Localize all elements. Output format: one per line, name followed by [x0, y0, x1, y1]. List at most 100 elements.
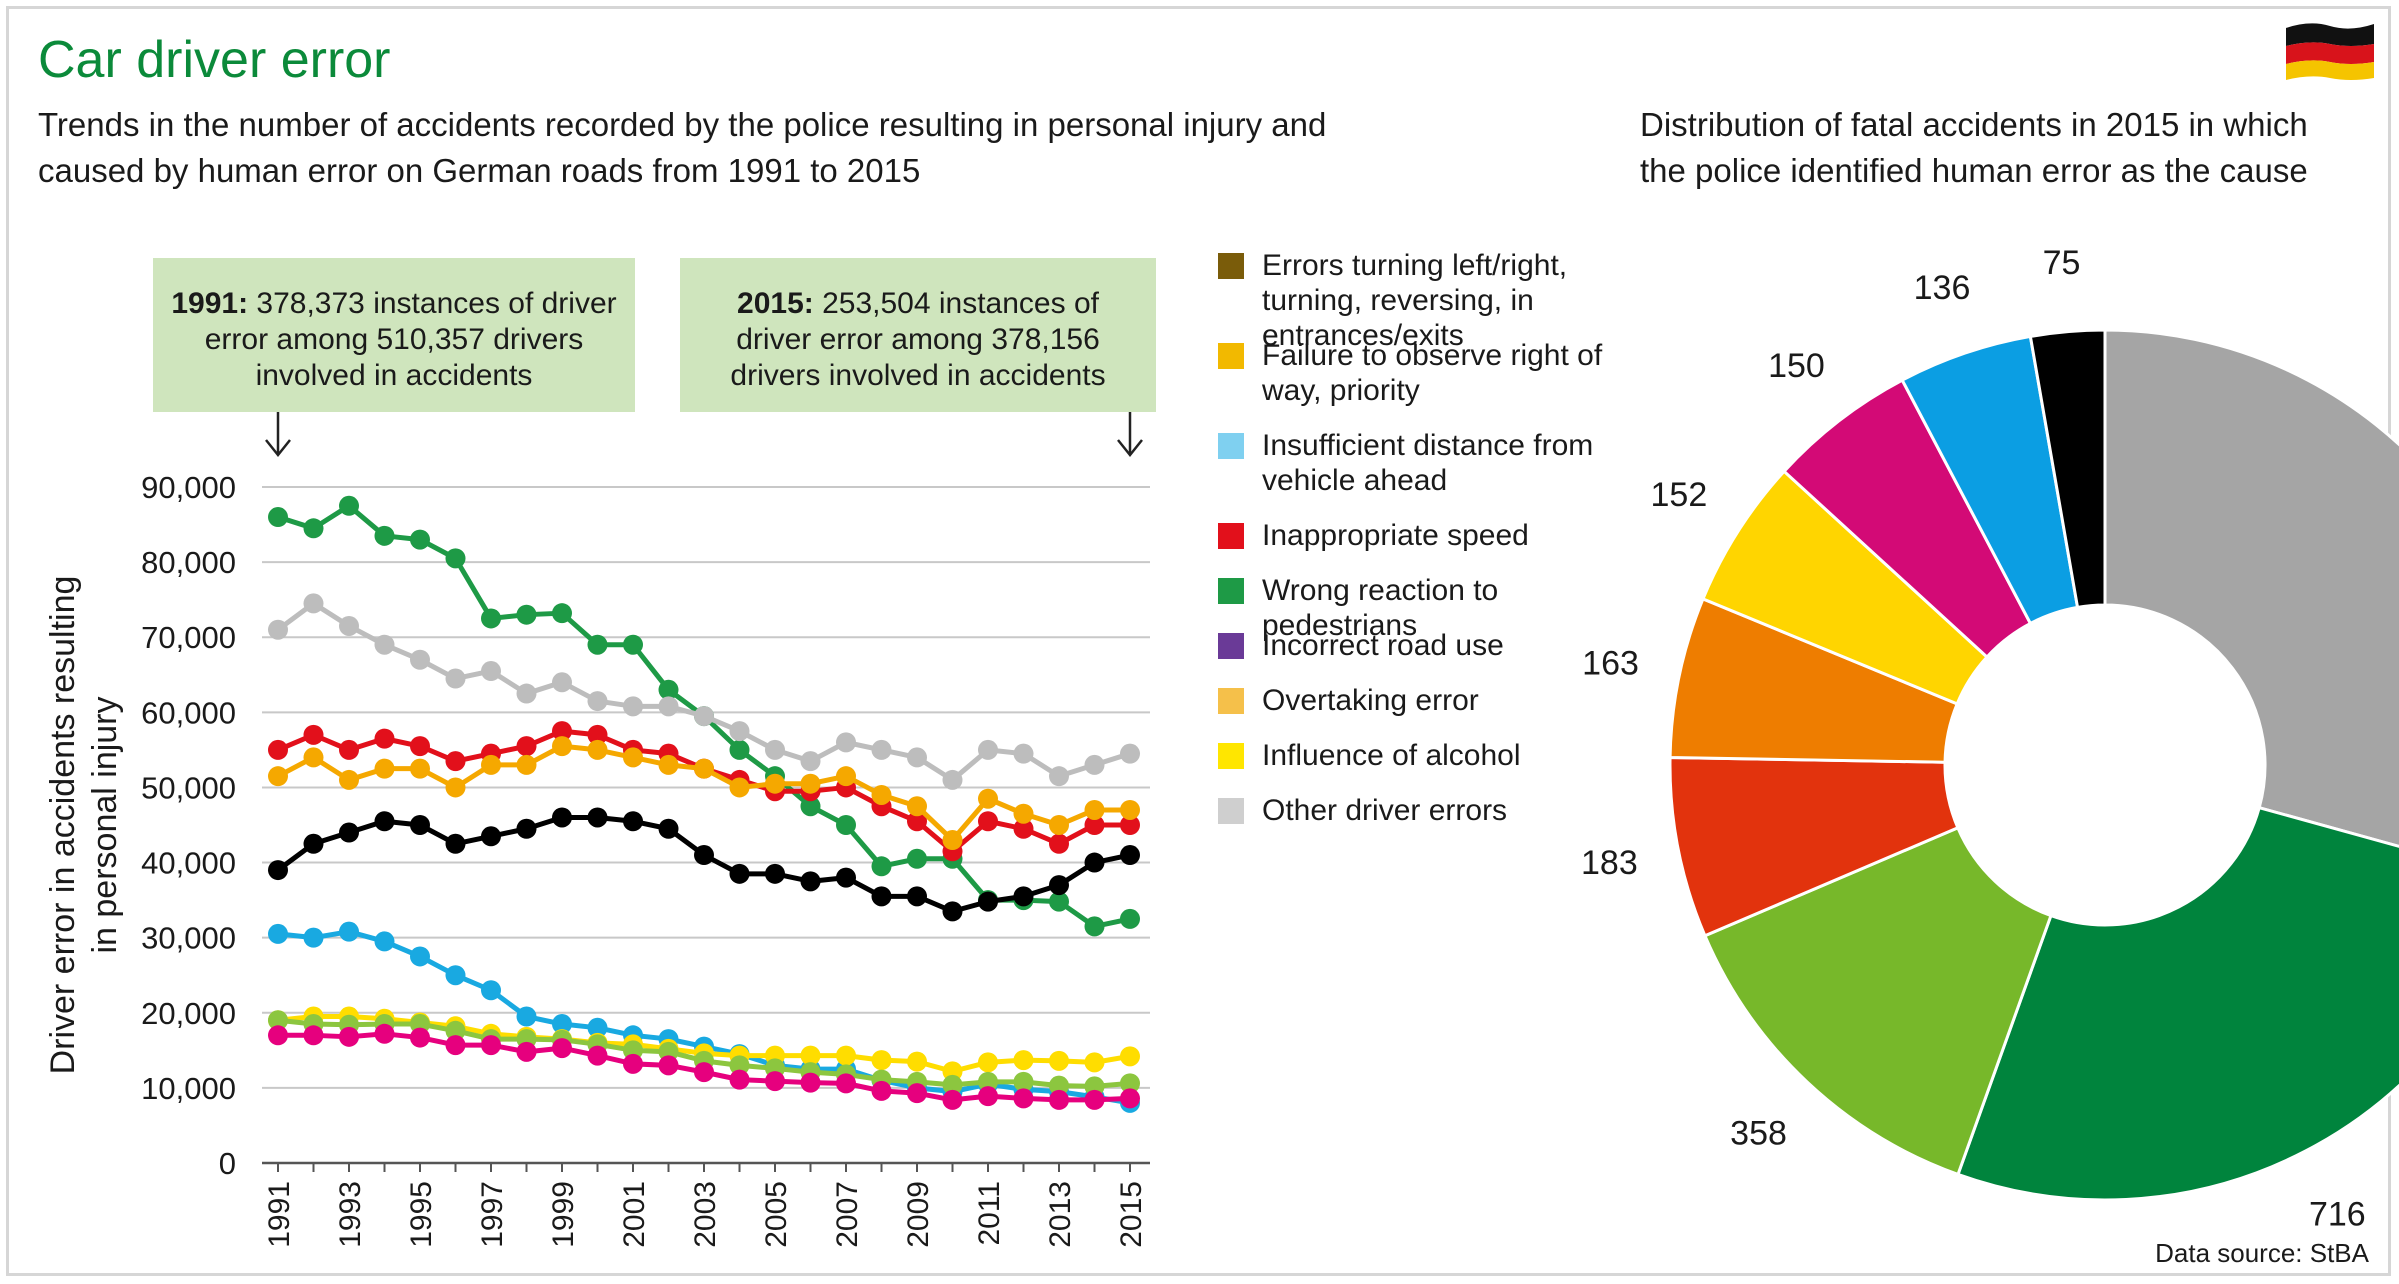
- data-point: [658, 754, 679, 775]
- data-point: [374, 758, 395, 779]
- data-point: [765, 1071, 785, 1092]
- data-point: [729, 1055, 750, 1076]
- data-point: [410, 736, 430, 757]
- data-point: [658, 818, 679, 839]
- data-point: [765, 773, 785, 794]
- data-point: [552, 672, 572, 693]
- data-point: [303, 724, 324, 745]
- y-tick-label: 10,000: [141, 1071, 236, 1106]
- data-point: [1049, 875, 1069, 896]
- data-point: [942, 769, 963, 790]
- legend-item: Insufficient distance from vehicle ahead: [1218, 428, 1638, 498]
- data-point: [374, 931, 395, 952]
- data-point: [907, 1051, 927, 1072]
- data-point: [1013, 1088, 1034, 1109]
- data-point: [339, 739, 359, 760]
- data-point: [623, 747, 643, 768]
- data-point: [481, 608, 501, 629]
- series-other-driver-errors: [268, 593, 1140, 790]
- data-point: [729, 721, 750, 742]
- data-point: [587, 1017, 608, 1038]
- data-point: [1120, 845, 1140, 866]
- y-tick-label: 30,000: [141, 921, 236, 956]
- data-point: [1120, 1088, 1140, 1109]
- data-point: [268, 860, 288, 881]
- data-point: [800, 796, 821, 817]
- data-point: [694, 1062, 714, 1083]
- data-point: [410, 815, 430, 835]
- data-point: [516, 1041, 537, 1062]
- data-point: [1120, 908, 1140, 929]
- data-point: [445, 1020, 466, 1041]
- legend-item: Errors turning left/right, turning, reve…: [1218, 248, 1638, 353]
- data-point: [800, 871, 821, 892]
- data-point: [836, 1045, 856, 1066]
- legend-item: Overtaking error: [1218, 683, 1638, 718]
- data-point: [871, 739, 892, 760]
- data-point: [268, 739, 288, 760]
- data-point: [481, 661, 501, 682]
- legend-item: Failure to observe right of way, priorit…: [1218, 338, 1638, 408]
- legend-swatch: [1218, 578, 1244, 604]
- donut-slice-label: 152: [1651, 476, 1708, 514]
- data-point: [339, 822, 359, 843]
- arrow-1991-icon: [265, 412, 291, 458]
- legend-label: Errors turning left/right, turning, reve…: [1262, 249, 1568, 352]
- x-tick-label: 1997: [476, 1181, 509, 1248]
- x-tick-label: 1999: [547, 1181, 580, 1248]
- data-point: [268, 507, 288, 528]
- legend-swatch: [1218, 798, 1244, 824]
- data-point: [871, 784, 892, 805]
- data-point: [374, 728, 395, 749]
- data-point: [800, 773, 821, 794]
- legend-item: Incorrect road use: [1218, 628, 1638, 663]
- data-point: [339, 769, 359, 790]
- x-tick-label: 2007: [831, 1181, 864, 1248]
- legend-label: Insufficient distance from vehicle ahead: [1262, 429, 1594, 497]
- data-point: [410, 649, 430, 670]
- donut-slice-label: 150: [1768, 347, 1825, 385]
- data-point: [871, 1050, 892, 1071]
- data-point: [1013, 743, 1034, 764]
- donut-slice-label: 136: [1914, 269, 1971, 307]
- chart-subtitle: Trends in the number of accidents record…: [38, 106, 1327, 189]
- data-point: [268, 619, 288, 640]
- legend-item: Influence of alcohol: [1218, 738, 1638, 773]
- y-axis-label-line: Driver error in accidents resulting: [44, 576, 82, 1075]
- data-point: [445, 965, 466, 986]
- data-point: [303, 518, 324, 539]
- data-point: [694, 845, 714, 866]
- data-point: [303, 833, 324, 854]
- data-point: [552, 603, 572, 624]
- data-point: [516, 604, 537, 625]
- donut-slice-label: 358: [1730, 1114, 1787, 1152]
- data-point: [374, 811, 395, 832]
- data-point: [516, 1006, 537, 1027]
- data-point: [552, 721, 572, 742]
- data-point: [836, 1073, 856, 1094]
- legend-item: Inappropriate speed: [1218, 518, 1638, 553]
- x-tick-label: 2009: [902, 1181, 935, 1248]
- data-point: [978, 739, 998, 760]
- data-point: [978, 1052, 998, 1073]
- data-point: [907, 848, 927, 869]
- data-point: [303, 593, 324, 614]
- data-point: [339, 1026, 359, 1047]
- y-tick-label: 90,000: [141, 470, 236, 505]
- x-tick-label: 2003: [689, 1181, 722, 1248]
- data-point: [552, 1014, 572, 1035]
- legend-label: Incorrect road use: [1262, 629, 1504, 662]
- data-point: [1013, 818, 1034, 839]
- y-tick-label: 20,000: [141, 996, 236, 1031]
- data-point: [978, 1071, 998, 1092]
- data-point: [1049, 766, 1069, 787]
- data-point: [339, 615, 359, 636]
- series-incorrect-road-use: [268, 1023, 1140, 1110]
- data-point: [942, 1089, 963, 1110]
- data-point: [836, 766, 856, 787]
- x-tick-label: 2001: [618, 1181, 651, 1248]
- legend-label: Inappropriate speed: [1262, 519, 1529, 552]
- donut-slice: [2028, 328, 2107, 610]
